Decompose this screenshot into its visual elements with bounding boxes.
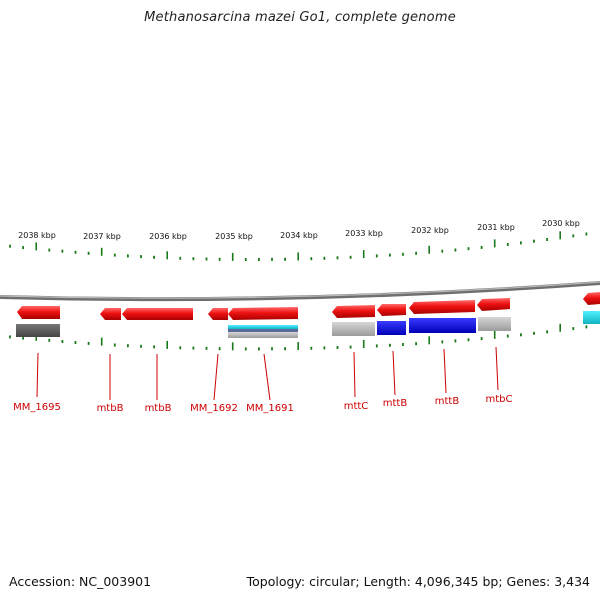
feature-block[interactable] [228, 329, 298, 332]
gene-label-mttC[interactable]: mttC [344, 401, 369, 412]
scale-label: 2036 kbp [149, 232, 187, 241]
gene-arrow-mm1695[interactable] [17, 306, 60, 319]
gene-label-mm1695[interactable]: MM_1695 [13, 402, 61, 413]
map-title: Methanosarcina mazei Go1, complete genom… [144, 10, 456, 25]
gene-arrow-mtbB-2[interactable] [122, 308, 193, 320]
gene-label-mtbB[interactable]: mtbB [97, 403, 124, 414]
scale-label: 2031 kbp [477, 223, 515, 232]
gene-track [17, 292, 600, 320]
gene-arrow-mtbB-1[interactable] [100, 308, 121, 320]
feature-block[interactable] [228, 325, 298, 329]
genome-backbone-highlight [0, 281, 600, 299]
genome-summary-text: Topology: circular; Length: 4,096,345 bp… [246, 574, 590, 589]
gene-label-mttB[interactable]: mttB [435, 396, 460, 407]
scale-label: 2038 kbp [18, 231, 56, 240]
gene-arrow-edge[interactable] [583, 292, 600, 305]
gene-arrow-mttB-1[interactable] [377, 304, 406, 316]
gene-arrow-mttB-2[interactable] [409, 300, 475, 314]
gene-label-mm1691[interactable]: MM_1691 [246, 403, 294, 414]
feature-block[interactable] [228, 332, 298, 338]
scale-label: 2034 kbp [280, 231, 318, 240]
scale-ticks-lower [9, 323, 588, 351]
gene-label-mtbC[interactable]: mtbC [486, 394, 513, 405]
genome-backbone [0, 281, 600, 302]
scale-labels: 2038 kbp 2037 kbp 2036 kbp 2035 kbp 2034… [18, 219, 580, 241]
feature-block[interactable] [478, 317, 511, 331]
scale-label: 2035 kbp [215, 232, 253, 241]
feature-block[interactable] [16, 324, 60, 337]
scale-label: 2037 kbp [83, 232, 121, 241]
accession-text: Accession: NC_003901 [9, 574, 152, 589]
gene-labels: MM_1695 mtbB mtbB MM_1692 MM_1691 mttC m… [13, 394, 512, 414]
feature-block[interactable] [377, 321, 406, 335]
gene-arrow-mm1691[interactable] [228, 307, 298, 320]
scale-label: 2033 kbp [345, 229, 383, 238]
feature-block[interactable] [332, 322, 375, 336]
scale-label: 2032 kbp [411, 226, 449, 235]
gene-arrow-mm1692[interactable] [208, 308, 228, 320]
gene-arrow-mttC[interactable] [332, 305, 375, 318]
gene-label-mttB[interactable]: mttB [383, 398, 408, 409]
feature-block[interactable] [583, 311, 600, 324]
scale-ticks-upper [9, 231, 588, 261]
feature-block[interactable] [409, 318, 476, 333]
gene-label-mtbB[interactable]: mtbB [145, 403, 172, 414]
gene-label-mm1692[interactable]: MM_1692 [190, 403, 238, 414]
label-leaders [36, 346, 499, 401]
scale-label: 2030 kbp [542, 219, 580, 228]
feature-track [16, 311, 600, 338]
gene-arrow-mtbC[interactable] [477, 298, 510, 311]
